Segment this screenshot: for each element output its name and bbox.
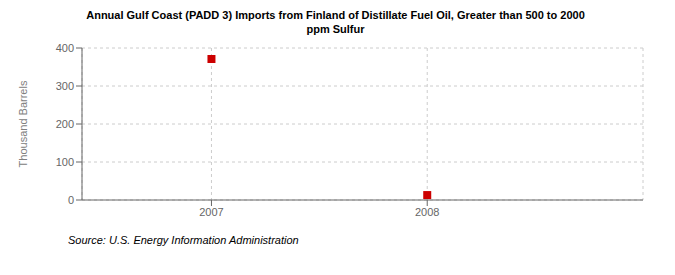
svg-text:400: 400 bbox=[56, 42, 74, 54]
svg-text:2007: 2007 bbox=[199, 206, 223, 218]
svg-text:2008: 2008 bbox=[415, 206, 439, 218]
svg-text:100: 100 bbox=[56, 156, 74, 168]
svg-text:0: 0 bbox=[68, 194, 74, 206]
html-text:Annual Gulf Coast (PADD 3) Imp: Annual Gulf Coast (PADD 3) Imports from … bbox=[86, 9, 585, 21]
svg-text:300: 300 bbox=[56, 80, 74, 92]
html-text:ppm Sulfur: ppm Sulfur bbox=[306, 23, 365, 35]
html-text:Source: U.S. Energy Informatio: Source: U.S. Energy Information Administ… bbox=[68, 234, 299, 246]
svg-text:200: 200 bbox=[56, 118, 74, 130]
svg-text:Thousand Barrels: Thousand Barrels bbox=[17, 80, 29, 167]
